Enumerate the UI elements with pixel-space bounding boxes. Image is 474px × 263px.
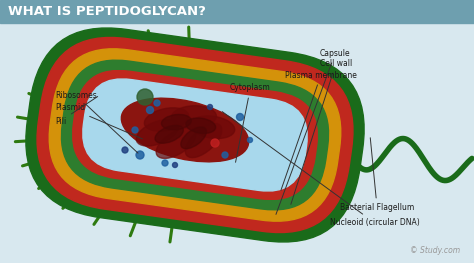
Ellipse shape: [156, 128, 196, 158]
Ellipse shape: [190, 116, 235, 139]
Text: Nucleoid (circular DNA): Nucleoid (circular DNA): [222, 112, 420, 227]
Text: Ribosomes: Ribosomes: [55, 90, 138, 153]
Text: Plasmid: Plasmid: [55, 104, 143, 139]
Text: Bacterial Flagellum: Bacterial Flagellum: [340, 138, 414, 213]
Ellipse shape: [173, 163, 177, 168]
FancyBboxPatch shape: [73, 70, 318, 200]
Text: Cytoplasm: Cytoplasm: [230, 83, 271, 162]
Ellipse shape: [247, 138, 253, 143]
Ellipse shape: [162, 160, 168, 166]
FancyBboxPatch shape: [37, 37, 353, 232]
Ellipse shape: [222, 152, 228, 158]
Text: Cell wall: Cell wall: [291, 58, 352, 204]
FancyBboxPatch shape: [26, 28, 364, 242]
Ellipse shape: [208, 104, 212, 109]
Ellipse shape: [155, 125, 183, 143]
Text: WHAT IS PEPTIDOGLYCAN?: WHAT IS PEPTIDOGLYCAN?: [8, 5, 206, 18]
Ellipse shape: [145, 108, 189, 131]
Ellipse shape: [185, 123, 222, 158]
Ellipse shape: [172, 106, 217, 128]
Text: Capsule: Capsule: [276, 48, 351, 214]
Ellipse shape: [122, 147, 128, 153]
Ellipse shape: [137, 120, 179, 146]
Ellipse shape: [186, 118, 216, 133]
Ellipse shape: [211, 139, 219, 147]
Ellipse shape: [146, 107, 154, 114]
Ellipse shape: [136, 151, 144, 159]
Ellipse shape: [154, 100, 160, 106]
Ellipse shape: [237, 114, 244, 120]
Ellipse shape: [132, 127, 138, 133]
Text: Pili: Pili: [55, 97, 98, 125]
Ellipse shape: [121, 98, 249, 162]
FancyBboxPatch shape: [49, 49, 341, 221]
FancyBboxPatch shape: [83, 79, 307, 191]
Ellipse shape: [137, 89, 153, 105]
Text: Plasma membrane: Plasma membrane: [281, 70, 357, 190]
Bar: [0, 0, 474, 23]
Text: © Study.com: © Study.com: [410, 246, 460, 255]
FancyBboxPatch shape: [62, 60, 328, 210]
Ellipse shape: [181, 127, 207, 149]
Ellipse shape: [162, 114, 191, 130]
